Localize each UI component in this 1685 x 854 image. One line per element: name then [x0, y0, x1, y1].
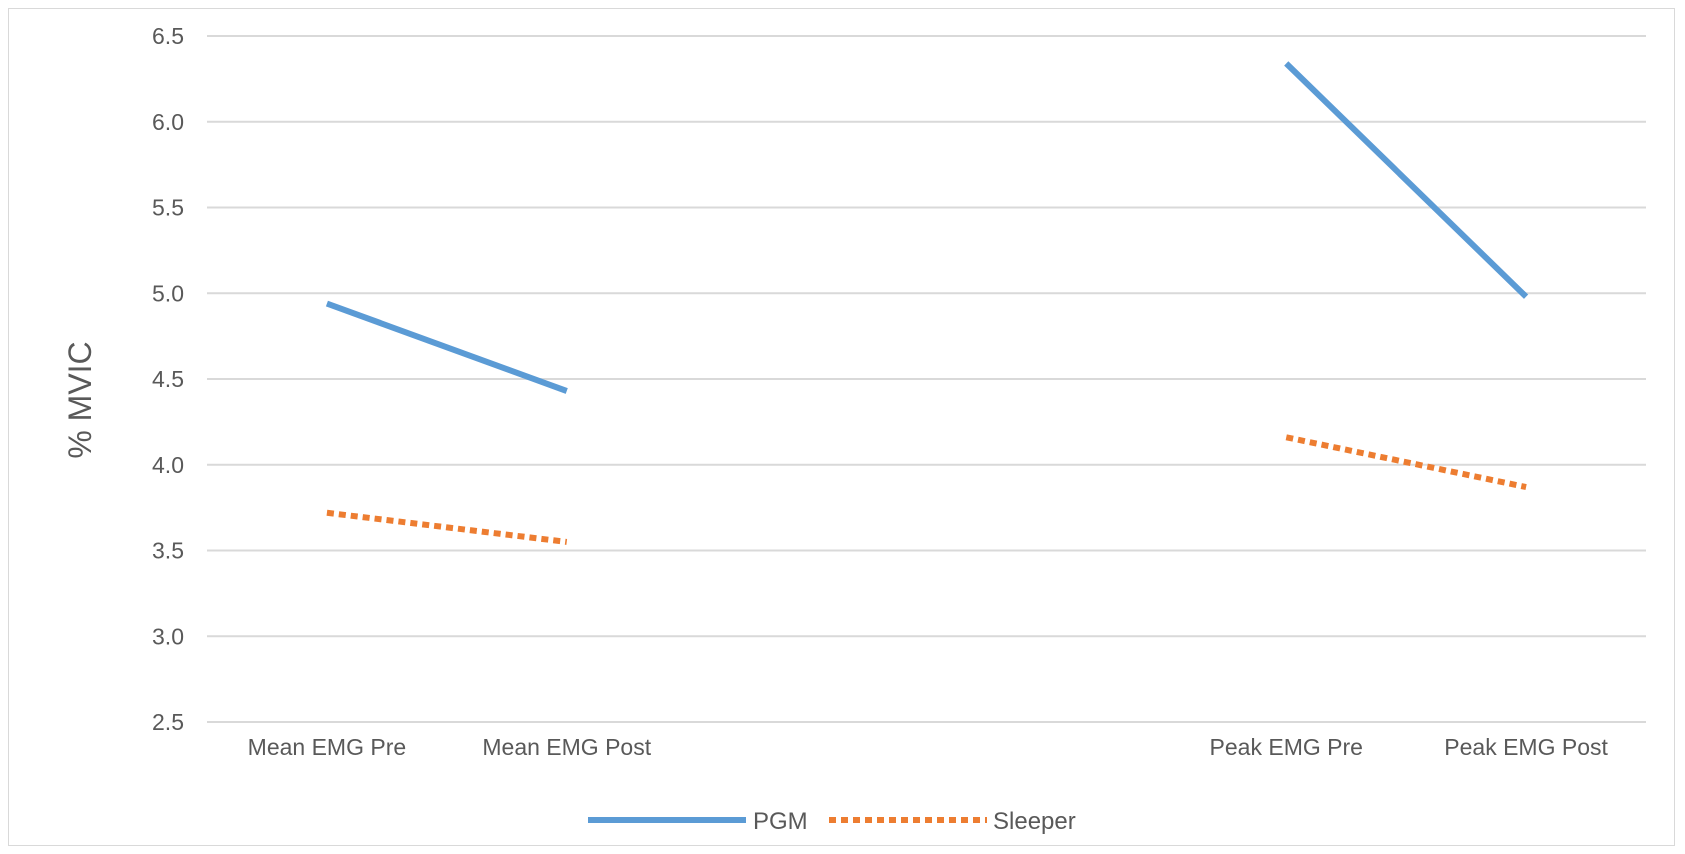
y-tick-label: 2.5 [152, 709, 184, 735]
y-tick-label: 6.5 [152, 23, 184, 49]
x-category-labels: Mean EMG Pre Mean EMG Post Peak EMG Pre Pea… [248, 734, 1609, 760]
x-category-label: Mean EMG Post [482, 734, 651, 760]
series-line-sleeper [326, 509, 568, 545]
series-lines [325, 61, 1529, 545]
series-line-sleeper [1285, 434, 1527, 490]
y-tick-labels: 2.5 3.0 3.5 4.0 4.5 5.0 5.5 6.0 6.5 [152, 23, 184, 735]
gridlines [207, 35, 1646, 723]
chart-frame [8, 8, 1675, 846]
y-axis-title: % MVIC [62, 341, 98, 458]
y-tick-label: 4.5 [152, 366, 184, 392]
legend-label-pgm: PGM [753, 808, 808, 835]
y-tick-label: 4.0 [152, 452, 184, 478]
x-category-label: Peak EMG Pre [1210, 734, 1363, 760]
y-tick-label: 3.5 [152, 538, 184, 564]
x-category-label: Mean EMG Pre [248, 734, 407, 760]
y-tick-label: 5.0 [152, 280, 184, 306]
legend: PGM Sleeper [588, 808, 1076, 835]
y-tick-label: 3.0 [152, 623, 184, 649]
x-category-label: Peak EMG Post [1444, 734, 1608, 760]
series-line-pgm [1284, 61, 1529, 299]
y-tick-label: 5.5 [152, 195, 184, 221]
series-line-pgm [325, 300, 568, 394]
legend-label-sleeper: Sleeper [993, 808, 1076, 835]
y-tick-label: 6.0 [152, 109, 184, 135]
